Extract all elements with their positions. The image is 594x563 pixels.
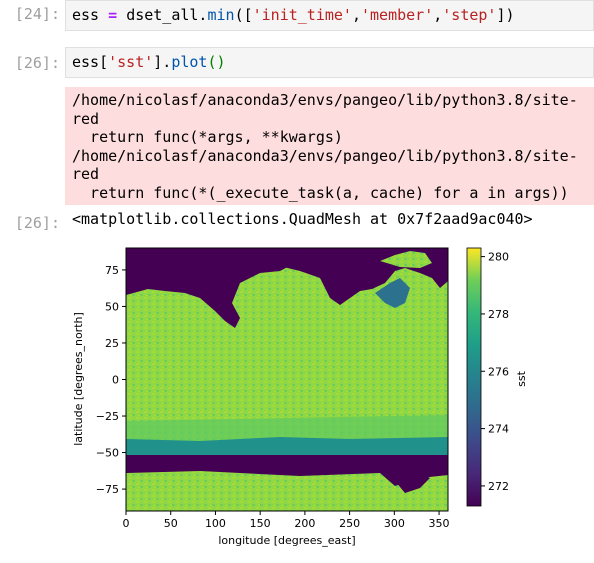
y-tick-label: −50: [96, 447, 119, 460]
colorbar-ticks: 280 278 276 274 272: [481, 251, 509, 493]
y-tick-label: 75: [105, 264, 119, 277]
code-cell-2[interactable]: ess['sst'].plot(): [65, 47, 594, 78]
x-tick-label: 350: [429, 517, 450, 530]
input-prompt-26: [26]:: [14, 54, 60, 72]
output-prompt-26: [26]:: [14, 214, 60, 232]
x-tick-label: 250: [339, 517, 360, 530]
land-region: [126, 455, 448, 473]
colorbar-tick-label: 278: [488, 308, 509, 321]
stderr-line: red: [72, 109, 100, 128]
code-token: 'member': [361, 6, 434, 24]
land-region: [390, 468, 430, 493]
x-tick-label: 50: [164, 517, 178, 530]
code-token: =: [108, 6, 118, 24]
code-token: ]): [496, 6, 515, 24]
code-token: 'sst': [108, 53, 154, 71]
ocean-region: [126, 261, 448, 448]
south-band: [126, 437, 448, 458]
land-region: [126, 248, 300, 328]
sst-map: [126, 248, 448, 511]
x-tick-label: 0: [123, 517, 130, 530]
code-token: ([: [234, 6, 253, 24]
y-axis: 75 50 25 0 −25 −50 −75: [96, 264, 126, 496]
code-token: ess[: [72, 53, 109, 71]
colorbar-tick-label: 280: [488, 251, 509, 264]
x-axis-label: longitude [degrees_east]: [218, 534, 355, 547]
x-tick-label: 300: [384, 517, 405, 530]
code-token: min: [207, 6, 235, 24]
code-token: 'step': [442, 6, 497, 24]
stderr-line: /home/nicolasf/anaconda3/envs/pangeo/lib…: [72, 91, 578, 109]
x-tick-label: 150: [250, 517, 271, 530]
colorbar: [466, 247, 482, 507]
input-prompt-24: [24]:: [14, 5, 60, 23]
stderr-line: /home/nicolasf/anaconda3/envs/pangeo/lib…: [72, 146, 578, 165]
code-token: ].: [153, 53, 172, 71]
code-token: ess: [72, 6, 100, 24]
stderr-line: return func(*(_execute_task(a, cache) fo…: [72, 183, 569, 202]
code-token: dset_all.: [126, 6, 208, 24]
colorbar-label: sst: [515, 370, 528, 386]
code-cell-1[interactable]: ess = dset_all.min(['init_time','member'…: [65, 0, 594, 31]
x-tick-label: 200: [294, 517, 315, 530]
colorbar-tick-label: 274: [488, 423, 509, 436]
x-tick-label: 100: [205, 517, 226, 530]
code-token: plot: [171, 53, 208, 71]
ocean-region: [380, 251, 432, 268]
y-tick-label: 50: [105, 300, 119, 313]
north-band: [375, 278, 410, 308]
code-token: (): [207, 53, 226, 71]
y-axis-label: latitude [degrees_north]: [72, 312, 85, 446]
code-token: 'init_time': [252, 6, 352, 24]
y-tick-label: 0: [112, 374, 119, 387]
land-region: [330, 258, 380, 295]
x-axis: 0 50 100 150 200 250 300 350: [123, 511, 450, 530]
stderr-line: return func(*args, **kwargs): [72, 128, 343, 146]
code-token: ,: [351, 6, 361, 24]
ocean-region: [126, 471, 448, 511]
colorbar-tick-label: 272: [488, 480, 509, 493]
stderr-output: /home/nicolasf/anaconda3/envs/pangeo/lib…: [65, 87, 594, 205]
stderr-line: red: [72, 165, 100, 183]
y-tick-label: −25: [96, 410, 119, 423]
ocean-mid-band: [126, 415, 448, 443]
output-repr: <matplotlib.collections.QuadMesh at 0x7f…: [72, 210, 533, 228]
colorbar-tick-label: 276: [488, 365, 509, 378]
code-token: ,: [433, 6, 443, 24]
y-tick-label: −75: [96, 483, 119, 496]
y-tick-label: 25: [105, 337, 119, 350]
